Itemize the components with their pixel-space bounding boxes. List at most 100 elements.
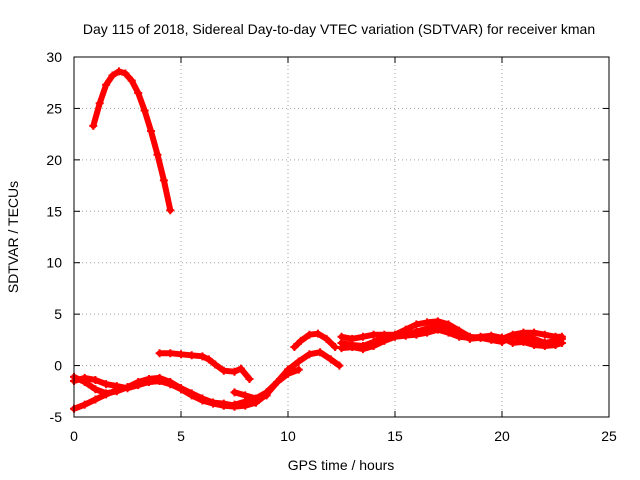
- data-point: [80, 400, 89, 409]
- plot-frame: [73, 56, 610, 418]
- data-point: [211, 360, 220, 369]
- series-arc-lower-3: [70, 348, 344, 413]
- series-line: [338, 318, 565, 342]
- data-point: [294, 357, 303, 366]
- data-point: [91, 375, 100, 384]
- data-point: [380, 336, 389, 345]
- data-point: [540, 342, 549, 351]
- data-point: [412, 330, 421, 339]
- y-tick-label: 25: [46, 100, 62, 116]
- data-point: [296, 336, 305, 345]
- data-point: [230, 388, 239, 397]
- data-point: [91, 385, 100, 394]
- data-point: [245, 374, 254, 383]
- data-point: [166, 206, 175, 215]
- x-tick-label: 0: [70, 428, 78, 444]
- data-point: [155, 349, 164, 358]
- data-point: [219, 366, 228, 375]
- data-point: [273, 378, 282, 387]
- data-point: [294, 365, 303, 374]
- data-point: [540, 330, 549, 339]
- y-tick-label: 0: [54, 358, 62, 374]
- data-point: [127, 76, 136, 85]
- data-point: [262, 388, 271, 397]
- data-point: [519, 337, 528, 346]
- data-point: [476, 332, 485, 341]
- x-axis-label: GPS time / hours: [288, 457, 395, 473]
- data-point: [487, 331, 496, 340]
- chart-title: Day 115 of 2018, Sidereal Day-to-day VTE…: [83, 21, 595, 37]
- data-point: [305, 350, 314, 359]
- data-point: [114, 67, 123, 76]
- grid: [74, 57, 609, 417]
- x-tick-label: 15: [387, 428, 403, 444]
- data-point: [230, 367, 239, 376]
- data-point: [219, 401, 228, 410]
- data-point: [498, 333, 506, 342]
- data-point: [102, 390, 111, 399]
- data-point: [305, 330, 314, 339]
- data-point: [465, 333, 474, 342]
- x-tick-label: 25: [601, 428, 617, 444]
- data-point: [241, 401, 250, 410]
- series-line: [291, 330, 339, 351]
- data-point: [313, 329, 322, 338]
- data-point: [401, 331, 410, 340]
- data-point: [290, 343, 299, 352]
- data-point: [455, 332, 464, 341]
- data-point: [159, 176, 168, 185]
- data-point: [316, 348, 325, 357]
- series-line: [90, 68, 174, 214]
- series-line: [338, 326, 565, 353]
- data-point: [551, 341, 560, 349]
- series-arc-late-dip: [230, 365, 303, 403]
- x-tick-label: 5: [177, 428, 185, 444]
- series-arc-morning-peak: [89, 67, 175, 215]
- data-point: [358, 332, 367, 341]
- data-point: [187, 351, 196, 360]
- y-tick-label: -5: [50, 409, 63, 425]
- x-tick-label: 20: [494, 428, 510, 444]
- data-point: [166, 380, 175, 389]
- data-point: [187, 389, 196, 398]
- data-point: [369, 330, 378, 339]
- y-tick-label: 5: [54, 306, 62, 322]
- y-axis-label: SDTVAR / TECUs: [5, 181, 21, 293]
- data-point: [369, 342, 378, 351]
- data-point: [423, 328, 432, 337]
- data-point: [391, 332, 399, 341]
- data-point: [335, 361, 344, 370]
- data-point: [155, 377, 164, 385]
- data-point: [134, 380, 143, 389]
- data-point: [108, 71, 117, 80]
- data-point: [284, 369, 292, 378]
- data-point: [134, 89, 143, 97]
- series-arc-evening-3: [337, 325, 566, 354]
- data-point: [337, 344, 346, 353]
- data-point: [140, 106, 149, 115]
- x-tick-label: 10: [280, 428, 296, 444]
- data-point: [204, 355, 213, 364]
- data-point: [80, 378, 89, 387]
- data-point: [102, 80, 111, 89]
- y-tick-label: 15: [46, 203, 62, 219]
- data-point: [236, 364, 245, 373]
- y-tick-label: 20: [46, 152, 62, 168]
- data-point: [198, 394, 207, 403]
- y-tick-label: 30: [46, 49, 62, 65]
- data-point: [348, 343, 357, 352]
- data-point: [412, 320, 421, 329]
- data-point: [557, 338, 566, 347]
- y-tick-label: 10: [46, 255, 62, 271]
- series-arc-afternoon: [290, 329, 340, 352]
- data-point: [89, 121, 98, 130]
- data-point: [326, 355, 335, 364]
- ticks: 0 5 10 15 20 25 -5 0 5 10 15 20 25 30: [46, 49, 617, 444]
- series-arc-mid: [155, 349, 254, 383]
- data-point: [112, 386, 121, 395]
- data-point: [530, 341, 539, 349]
- data-point: [331, 343, 340, 352]
- data-point: [444, 328, 453, 337]
- data-point: [241, 391, 250, 400]
